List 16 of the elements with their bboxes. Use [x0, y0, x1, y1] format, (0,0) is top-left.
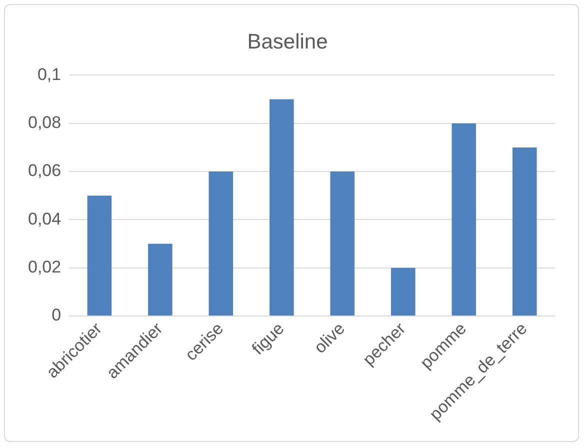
chart-title: Baseline — [247, 30, 328, 54]
bar — [208, 172, 234, 316]
y-tick-label: 0,1 — [37, 64, 62, 84]
bar — [452, 123, 476, 316]
bar — [391, 268, 416, 316]
y-tick-label: 0,04 — [28, 209, 62, 228]
y-tick-label: 0,06 — [28, 161, 62, 180]
bar — [87, 196, 112, 316]
bar — [148, 244, 172, 316]
y-tick-label: 0,08 — [28, 113, 62, 132]
y-tick-label: 0,02 — [28, 258, 62, 277]
bar — [512, 147, 537, 316]
x-tick-label: olive — [310, 318, 349, 358]
y-tick-label: 0 — [52, 306, 62, 325]
bar — [330, 172, 355, 316]
bar — [270, 99, 294, 316]
